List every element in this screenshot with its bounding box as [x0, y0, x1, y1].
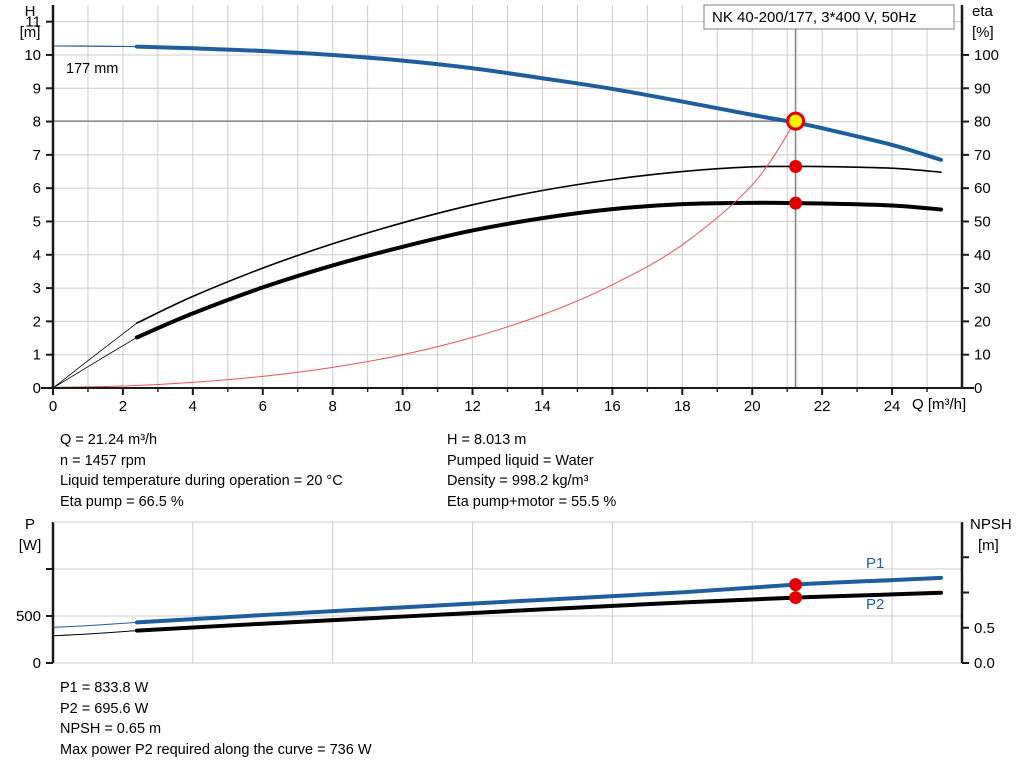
marker-duty-point[interactable] [786, 111, 806, 131]
eta-axis-title-line1: eta [972, 3, 994, 20]
tick-label-eta: 90 [974, 80, 991, 97]
npsh-axis-title-line2: [m] [978, 537, 999, 554]
tick-label-q: 16 [604, 398, 621, 415]
tick-label-eta: 100 [974, 47, 999, 64]
tick-label-q: 2 [119, 398, 127, 415]
tick-label-eta: 50 [974, 213, 991, 230]
tick-label-h: 10 [24, 47, 41, 64]
marker-p2-duty-point[interactable] [789, 591, 803, 605]
curve-eta-pump-motor-curve-thick [134, 200, 944, 340]
info-line-h: H = 8.013 m [447, 432, 527, 448]
model-title-text: NK 40-200/177, 3*400 V, 50Hz [712, 9, 917, 26]
bottom-chart-curves [52, 575, 944, 637]
tick-label-h: 2 [33, 313, 41, 330]
info-line-liquid-temperature: Liquid temperature during operation = 20… [60, 473, 343, 489]
tick-label-q: 0 [49, 398, 57, 415]
info-line-p2: P2 = 695.6 W [60, 700, 149, 717]
tick-label-q: 10 [394, 398, 411, 415]
tick-label-p: 0 [33, 655, 41, 672]
tick-label-q: 18 [674, 398, 691, 415]
tick-label-h: 9 [33, 80, 41, 97]
curve-head-curve-extension-thin [52, 45, 138, 48]
tick-label-q: 4 [189, 398, 197, 415]
tick-label-eta: 0 [974, 380, 982, 397]
curve-eta-pump-curve-thin [136, 165, 942, 324]
marker-p1-duty-point[interactable] [789, 578, 803, 592]
tick-label-h: 7 [33, 147, 41, 164]
tick-label-q: 6 [259, 398, 267, 415]
tick-label-eta: 60 [974, 180, 991, 197]
tick-label-q: 14 [534, 398, 551, 415]
h-axis-title-line2: [m] [20, 24, 41, 41]
tick-label-q: 12 [464, 398, 481, 415]
marker-eta-pump-motor-point[interactable] [789, 196, 803, 210]
curve-p2-shaft-power-thick [134, 590, 944, 633]
tick-label-q: 20 [744, 398, 761, 415]
tick-label-eta: 80 [974, 114, 991, 131]
tick-label-h: 5 [33, 213, 41, 230]
marker-eta-pump-point[interactable] [789, 160, 803, 174]
tick-label-p: 500 [16, 608, 41, 625]
p-axis-title-line1: P [25, 516, 35, 533]
curve-p1-input-power-thick [134, 575, 944, 625]
top-chart-axes [41, 5, 974, 395]
bottom-chart-axes [46, 521, 969, 664]
model-title-box-frame [703, 4, 955, 30]
power-npsh-chart: 0 500 0.0 0.5 P [W] NPSH [m] P1 P2 [16, 516, 1012, 672]
tick-label-q: 8 [329, 398, 337, 415]
tick-label-eta: 10 [974, 347, 991, 364]
npsh-axis-title-line1: NPSH [970, 516, 1012, 533]
info-line-npsh: NPSH = 0.65 m [60, 721, 162, 737]
power-info-block: P1 = 833.8 W P2 = 695.6 W NPSH = 0.65 m … [60, 678, 372, 760]
q-axis-title: Q [m³/h] [912, 396, 966, 413]
p1-series-label: P1 [866, 555, 884, 572]
info-line-n: n = 1457 rpm [60, 452, 146, 469]
info-line-q: Q = 21.24 m³/h [60, 432, 158, 448]
tick-label-eta: 20 [974, 313, 991, 330]
info-line-pumped-liquid: Pumped liquid = Water [447, 452, 594, 469]
curve-p2-extension-thin [52, 630, 138, 637]
p-axis-title-line2: [W] [19, 537, 42, 554]
info-line-density: Density = 998.2 kg/m³ [447, 473, 589, 489]
tick-label-h: 6 [33, 180, 41, 197]
top-chart-curves [52, 44, 944, 389]
curve-npsh-curve [52, 120, 797, 388]
impeller-diameter-label: 177 mm [66, 61, 118, 77]
tick-label-npsh: 0.5 [974, 620, 995, 637]
tick-label-h: 11 [25, 14, 41, 31]
eta-axis-title-line2: [%] [972, 24, 994, 41]
bottom-chart-tick-labels: 0 500 0.0 0.5 [16, 608, 995, 672]
tick-label-h: 0 [33, 380, 41, 397]
bottom-chart-markers [789, 578, 803, 605]
tick-label-eta: 40 [974, 247, 991, 264]
tick-label-q: 24 [884, 398, 901, 415]
tick-label-q: 22 [814, 398, 831, 415]
curve-eta-pump-motor-extension-thin-from-origin [52, 336, 138, 389]
info-line-max-power: Max power P2 required along the curve = … [60, 741, 372, 758]
curve-p1-extension-thin [52, 621, 138, 628]
tick-label-eta: 70 [974, 147, 991, 164]
duty-point-info-right: H = 8.013 m Pumped liquid = Water Densit… [447, 430, 616, 512]
bottom-chart-gridlines [53, 522, 962, 664]
h-axis-title-line1: H [25, 3, 36, 20]
curve-eta-pump-curve-extension-thin-from-origin [52, 322, 138, 389]
top-chart-duty-guides [53, 5, 797, 388]
curve-head-curve-h-177-mm-impeller-main [134, 44, 944, 162]
info-line-eta-pump-motor: Eta pump+motor = 55.5 % [447, 493, 617, 510]
tick-label-h: 3 [33, 280, 41, 297]
info-line-eta-pump: Eta pump = 66.5 % [60, 493, 184, 510]
tick-label-h: 4 [33, 247, 41, 264]
tick-label-h: 1 [33, 347, 41, 364]
top-chart-markers [786, 111, 806, 210]
model-title-box: NK 40-200/177, 3*400 V, 50Hz [703, 4, 955, 30]
tick-label-eta: 30 [974, 280, 991, 297]
duty-point-info-left: Q = 21.24 m³/h n = 1457 rpm Liquid tempe… [60, 430, 343, 512]
tick-label-npsh: 0.0 [974, 655, 995, 672]
p2-series-label: P2 [866, 596, 884, 613]
tick-label-h: 8 [33, 114, 41, 131]
info-line-p1: P1 = 833.8 W [60, 680, 149, 696]
